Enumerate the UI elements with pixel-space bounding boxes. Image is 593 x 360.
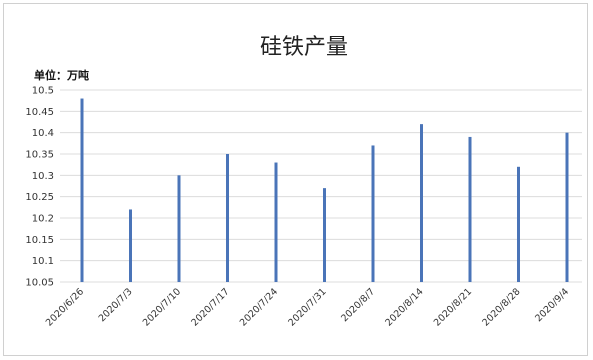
x-tick-label: 2020/8/7 <box>339 286 377 324</box>
x-axis-ticks: 2020/6/26 2020/7/3 2020/7/10 2020/7/17 2020/… <box>44 286 571 328</box>
bar-2020/8/28 <box>517 166 520 282</box>
bar-2020/7/24 <box>274 162 278 282</box>
unit-label: 单位：万吨 <box>34 68 89 82</box>
y-tick-label: 10.4 <box>32 128 54 139</box>
chart-frame: 硅铁产量 单位：万吨 10.5 10.45 10.4 10.35 10.3 10.25 10… <box>3 3 588 356</box>
chart-svg: 硅铁产量 单位：万吨 10.510.4510.410.3510.310.2510… <box>25 35 582 329</box>
x-tick-label: 2020/7/31 <box>286 286 328 328</box>
y-tick-label: 10.25 <box>25 192 54 203</box>
x-tick-label: 2020/8/21 <box>432 286 474 328</box>
x-tick-label: 2020/8/14 <box>383 286 425 328</box>
x-tick-label: 2020/8/28 <box>480 286 522 328</box>
y-tick-label: 10.45 <box>25 107 54 118</box>
y-tick-label: 10.15 <box>25 235 54 246</box>
bar-2020/8/7 <box>371 145 375 282</box>
y-tick-label: 10.2 <box>32 214 54 225</box>
bar-2020/8/14 <box>420 124 423 282</box>
bar-2020/7/17 <box>226 154 229 282</box>
chart-title: 硅铁产量 <box>260 35 348 60</box>
bar-2020/7/10 <box>177 175 181 282</box>
y-tick-label: 10.3 <box>32 171 54 182</box>
grid-layer <box>60 89 582 283</box>
y-axis-ticks: 10.5 10.45 10.4 10.35 10.3 10.25 10.2 10.15 10.1… <box>25 86 54 289</box>
x-tick-label: 2020/6/26 <box>44 286 86 328</box>
y-tick-label: 10.1 <box>32 256 54 267</box>
x-tick-label: 2020/7/17 <box>189 286 231 328</box>
y-tick-label: 10.05 <box>25 278 54 289</box>
y-tick-label: 10.5 <box>32 86 54 97</box>
bar-layer <box>80 98 569 283</box>
y-tick-label: 10.35 <box>25 150 54 161</box>
x-tick-label: 2020/7/24 <box>238 286 280 328</box>
bar-2020/6/26 <box>80 98 84 283</box>
bar-2020/9/4 <box>565 132 569 282</box>
x-tick-label: 2020/7/3 <box>97 286 135 324</box>
x-tick-label: 2020/7/10 <box>141 286 183 328</box>
x-tick-label: 2020/9/4 <box>533 286 571 324</box>
bar-2020/7/31 <box>323 188 326 282</box>
bar-2020/7/3 <box>129 209 132 282</box>
bar-2020/8/21 <box>468 136 472 282</box>
